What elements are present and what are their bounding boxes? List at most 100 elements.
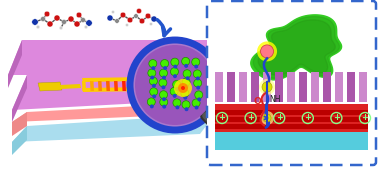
Circle shape bbox=[173, 99, 181, 107]
Circle shape bbox=[136, 8, 142, 14]
Circle shape bbox=[162, 97, 166, 101]
Circle shape bbox=[257, 41, 277, 61]
Circle shape bbox=[36, 25, 40, 29]
Circle shape bbox=[196, 86, 200, 90]
Bar bbox=[311, 72, 319, 102]
Circle shape bbox=[194, 79, 202, 87]
Bar bbox=[251, 72, 259, 102]
Circle shape bbox=[130, 40, 220, 130]
Text: +: + bbox=[304, 114, 311, 123]
Circle shape bbox=[81, 18, 85, 22]
Circle shape bbox=[195, 106, 198, 109]
Polygon shape bbox=[12, 126, 27, 155]
Circle shape bbox=[120, 12, 126, 18]
Circle shape bbox=[161, 85, 166, 89]
Bar bbox=[215, 117, 368, 122]
Circle shape bbox=[175, 87, 179, 91]
Bar bbox=[227, 72, 235, 102]
Circle shape bbox=[152, 84, 156, 88]
Text: O: O bbox=[253, 97, 261, 106]
Polygon shape bbox=[258, 20, 335, 75]
Bar bbox=[215, 104, 368, 132]
Polygon shape bbox=[90, 81, 94, 91]
Circle shape bbox=[84, 25, 88, 29]
Circle shape bbox=[173, 74, 177, 78]
Polygon shape bbox=[106, 81, 110, 91]
Circle shape bbox=[170, 68, 178, 76]
Polygon shape bbox=[82, 87, 149, 92]
Circle shape bbox=[44, 11, 50, 17]
Circle shape bbox=[145, 13, 151, 19]
Circle shape bbox=[181, 89, 189, 97]
Circle shape bbox=[192, 99, 200, 107]
Circle shape bbox=[195, 91, 203, 99]
Bar bbox=[215, 110, 368, 115]
Circle shape bbox=[194, 65, 198, 69]
FancyArrowPatch shape bbox=[264, 116, 268, 120]
Circle shape bbox=[137, 72, 173, 108]
Polygon shape bbox=[82, 77, 149, 82]
Circle shape bbox=[263, 114, 271, 122]
Circle shape bbox=[150, 75, 154, 80]
Polygon shape bbox=[138, 81, 142, 91]
Circle shape bbox=[112, 10, 115, 14]
Circle shape bbox=[162, 76, 166, 80]
Circle shape bbox=[68, 16, 74, 22]
Polygon shape bbox=[82, 81, 86, 91]
Polygon shape bbox=[12, 114, 215, 142]
Circle shape bbox=[159, 79, 167, 87]
Circle shape bbox=[150, 88, 158, 96]
Bar bbox=[275, 72, 283, 102]
Circle shape bbox=[163, 66, 167, 70]
Circle shape bbox=[115, 19, 119, 23]
Text: +: + bbox=[361, 114, 369, 123]
Circle shape bbox=[149, 22, 153, 26]
Bar bbox=[239, 72, 247, 102]
Polygon shape bbox=[251, 15, 342, 80]
Polygon shape bbox=[114, 81, 118, 91]
Bar bbox=[215, 72, 223, 102]
Circle shape bbox=[139, 18, 145, 24]
Bar bbox=[299, 72, 307, 102]
Circle shape bbox=[182, 101, 190, 109]
Circle shape bbox=[174, 65, 177, 69]
Text: +: + bbox=[276, 114, 283, 123]
Text: +: + bbox=[247, 114, 254, 123]
FancyBboxPatch shape bbox=[207, 1, 376, 165]
Polygon shape bbox=[98, 81, 102, 91]
Circle shape bbox=[149, 60, 157, 68]
Circle shape bbox=[173, 94, 177, 98]
Circle shape bbox=[183, 96, 187, 100]
Circle shape bbox=[40, 16, 45, 21]
Text: NH: NH bbox=[269, 95, 280, 104]
Circle shape bbox=[183, 70, 191, 78]
Bar bbox=[323, 72, 331, 102]
Bar bbox=[215, 132, 368, 150]
Circle shape bbox=[54, 15, 60, 21]
Circle shape bbox=[181, 86, 185, 90]
Circle shape bbox=[262, 82, 272, 92]
Circle shape bbox=[86, 20, 92, 26]
Circle shape bbox=[32, 19, 38, 25]
Circle shape bbox=[184, 107, 189, 111]
Circle shape bbox=[260, 111, 274, 125]
Polygon shape bbox=[12, 102, 215, 122]
Circle shape bbox=[107, 15, 113, 21]
Circle shape bbox=[184, 64, 188, 68]
Text: +: + bbox=[333, 114, 340, 123]
Circle shape bbox=[135, 45, 215, 125]
Polygon shape bbox=[60, 84, 81, 89]
Circle shape bbox=[174, 79, 192, 97]
Circle shape bbox=[76, 12, 82, 18]
Circle shape bbox=[170, 87, 178, 95]
Circle shape bbox=[161, 59, 169, 67]
Circle shape bbox=[182, 78, 190, 86]
Bar bbox=[215, 124, 368, 129]
Circle shape bbox=[182, 57, 190, 65]
Circle shape bbox=[160, 69, 167, 77]
Circle shape bbox=[160, 91, 167, 99]
Circle shape bbox=[59, 26, 63, 30]
Bar bbox=[359, 72, 367, 102]
Circle shape bbox=[197, 97, 201, 101]
Circle shape bbox=[125, 23, 129, 27]
